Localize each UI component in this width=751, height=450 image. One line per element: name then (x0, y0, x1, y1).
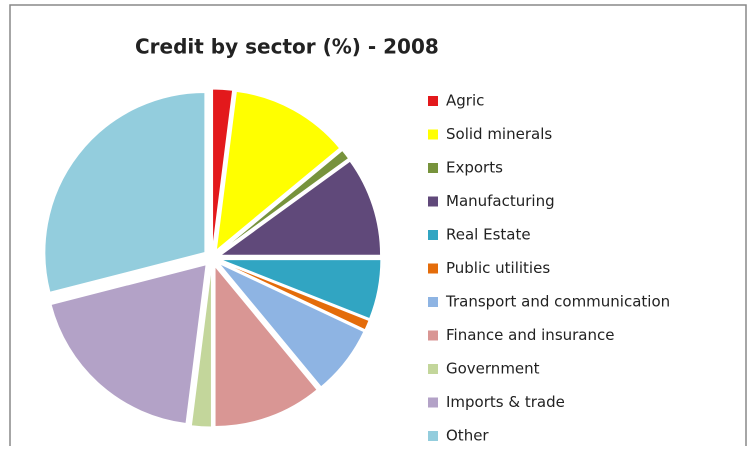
pie-slice (219, 160, 382, 256)
pie-slice (50, 264, 207, 425)
legend-label: Transport and communication (445, 293, 670, 311)
pie-slice (44, 91, 206, 293)
pie-slice (220, 259, 382, 320)
legend-label: Public utilities (446, 259, 550, 277)
legend-swatch (428, 397, 438, 408)
legend-label: Agric (446, 92, 484, 110)
pie-slice (190, 266, 212, 428)
legend-swatch (428, 96, 438, 106)
legend-swatch (428, 129, 438, 140)
legend-swatch (428, 431, 438, 441)
legend-swatch (428, 330, 438, 341)
pie-slice (218, 149, 350, 253)
pie-slice (220, 261, 370, 331)
legend-swatch (428, 196, 438, 207)
legend-swatch (428, 364, 438, 374)
legend-label: Government (446, 360, 540, 378)
legend-swatch (428, 297, 438, 307)
legend-label: Exports (446, 159, 503, 177)
legend-label: Solid minerals (446, 125, 552, 143)
legend-label: Imports & trade (446, 393, 565, 411)
legend-swatch (428, 163, 438, 173)
legend-label: Other (446, 427, 489, 445)
pie-slice (215, 90, 341, 252)
legend-swatch (428, 263, 438, 274)
pie-slice (212, 88, 234, 250)
chart-title: Credit by sector (%) - 2008 (135, 35, 439, 59)
pie-slice (218, 263, 365, 388)
pie-slice (214, 265, 318, 427)
legend-swatch (428, 230, 438, 240)
legend-label: Finance and insurance (446, 326, 614, 344)
legend-label: Manufacturing (446, 192, 555, 210)
legend-label: Real Estate (446, 226, 531, 244)
